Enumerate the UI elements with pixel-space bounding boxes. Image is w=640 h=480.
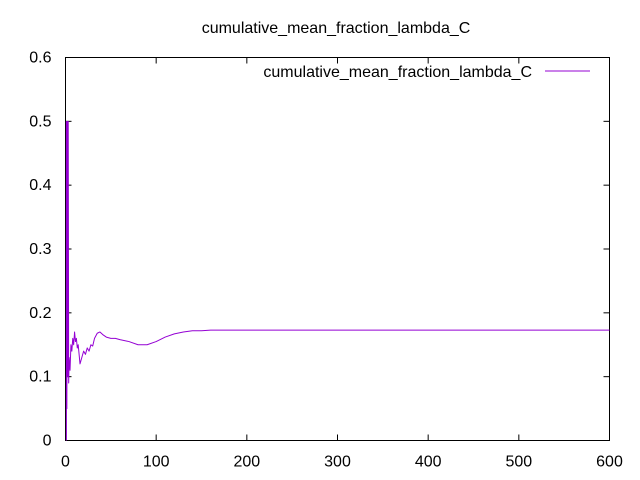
y-tick-label: 0.3	[29, 241, 51, 258]
x-tick-label: 600	[596, 454, 623, 471]
plot-frame	[65, 57, 610, 441]
series-line	[65, 120, 610, 441]
y-tick-label: 0.6	[29, 50, 51, 67]
x-tick-label: 100	[143, 454, 170, 471]
chart-title: cumulative_mean_fraction_lambda_C	[202, 20, 471, 37]
x-tick-label: 200	[233, 454, 260, 471]
y-axis: 0 0.1 0.2 0.3 0.4 0.5 0.6	[29, 50, 610, 450]
x-tick-label: 300	[324, 454, 351, 471]
x-axis: 0 100 200 300 400 500 600	[61, 57, 623, 471]
y-tick-label: 0.2	[29, 305, 51, 322]
y-tick-label: 0.5	[29, 113, 51, 130]
legend: cumulative_mean_fraction_lambda_C	[263, 64, 590, 81]
x-tick-label: 500	[505, 454, 532, 471]
legend-label: cumulative_mean_fraction_lambda_C	[263, 64, 532, 81]
y-tick-label: 0.4	[29, 177, 51, 194]
series-layer	[65, 120, 610, 441]
y-tick-label: 0	[43, 433, 52, 450]
x-tick-label: 0	[61, 454, 70, 471]
x-tick-label: 400	[415, 454, 442, 471]
y-tick-label: 0.1	[29, 369, 51, 386]
